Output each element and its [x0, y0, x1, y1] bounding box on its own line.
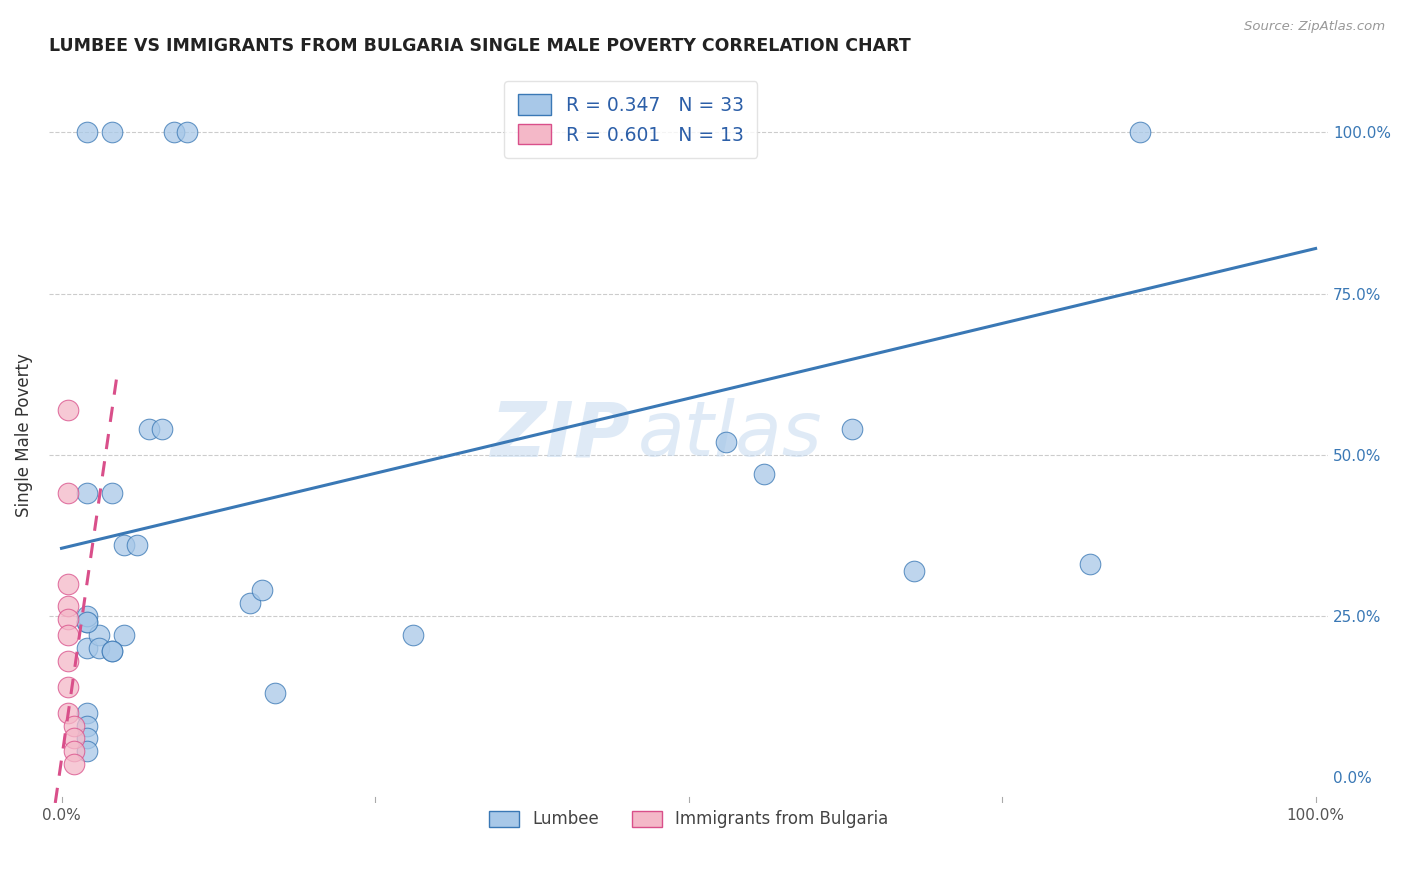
Point: [63, 731, 86, 746]
Point: [100, 486, 122, 500]
Point: [112, 628, 135, 642]
Point: [163, 125, 186, 139]
Point: [76, 615, 98, 630]
Point: [112, 538, 135, 552]
Point: [1129, 125, 1152, 139]
Point: [250, 583, 273, 598]
Text: atlas: atlas: [637, 399, 823, 473]
Point: [100, 125, 122, 139]
Point: [56, 680, 79, 694]
Legend: Lumbee, Immigrants from Bulgaria: Lumbee, Immigrants from Bulgaria: [482, 804, 896, 835]
Point: [56, 599, 79, 614]
Point: [138, 422, 160, 436]
Point: [263, 686, 285, 700]
Point: [63, 744, 86, 758]
Point: [56, 628, 79, 642]
Point: [401, 628, 423, 642]
Point: [239, 596, 262, 610]
Point: [714, 434, 737, 449]
Text: Source: ZipAtlas.com: Source: ZipAtlas.com: [1244, 20, 1385, 33]
Point: [56, 612, 79, 626]
Point: [76, 744, 98, 758]
Point: [63, 757, 86, 772]
Point: [76, 486, 98, 500]
Point: [56, 654, 79, 668]
Point: [89, 628, 111, 642]
Point: [76, 706, 98, 720]
Point: [76, 641, 98, 656]
Text: ZIP: ZIP: [491, 399, 631, 473]
Point: [76, 731, 98, 746]
Point: [1078, 558, 1101, 572]
Point: [100, 644, 122, 658]
Point: [63, 718, 86, 732]
Y-axis label: Single Male Poverty: Single Male Poverty: [15, 353, 32, 517]
Point: [76, 609, 98, 624]
Point: [176, 125, 198, 139]
Point: [56, 706, 79, 720]
Point: [76, 718, 98, 732]
Point: [752, 467, 775, 482]
Point: [903, 564, 925, 578]
Point: [100, 644, 122, 658]
Text: LUMBEE VS IMMIGRANTS FROM BULGARIA SINGLE MALE POVERTY CORRELATION CHART: LUMBEE VS IMMIGRANTS FROM BULGARIA SINGL…: [49, 37, 911, 55]
Point: [89, 641, 111, 656]
Point: [76, 615, 98, 630]
Point: [56, 576, 79, 591]
Point: [841, 422, 863, 436]
Point: [125, 538, 148, 552]
Point: [150, 422, 173, 436]
Point: [56, 486, 79, 500]
Point: [56, 402, 79, 417]
Point: [76, 125, 98, 139]
